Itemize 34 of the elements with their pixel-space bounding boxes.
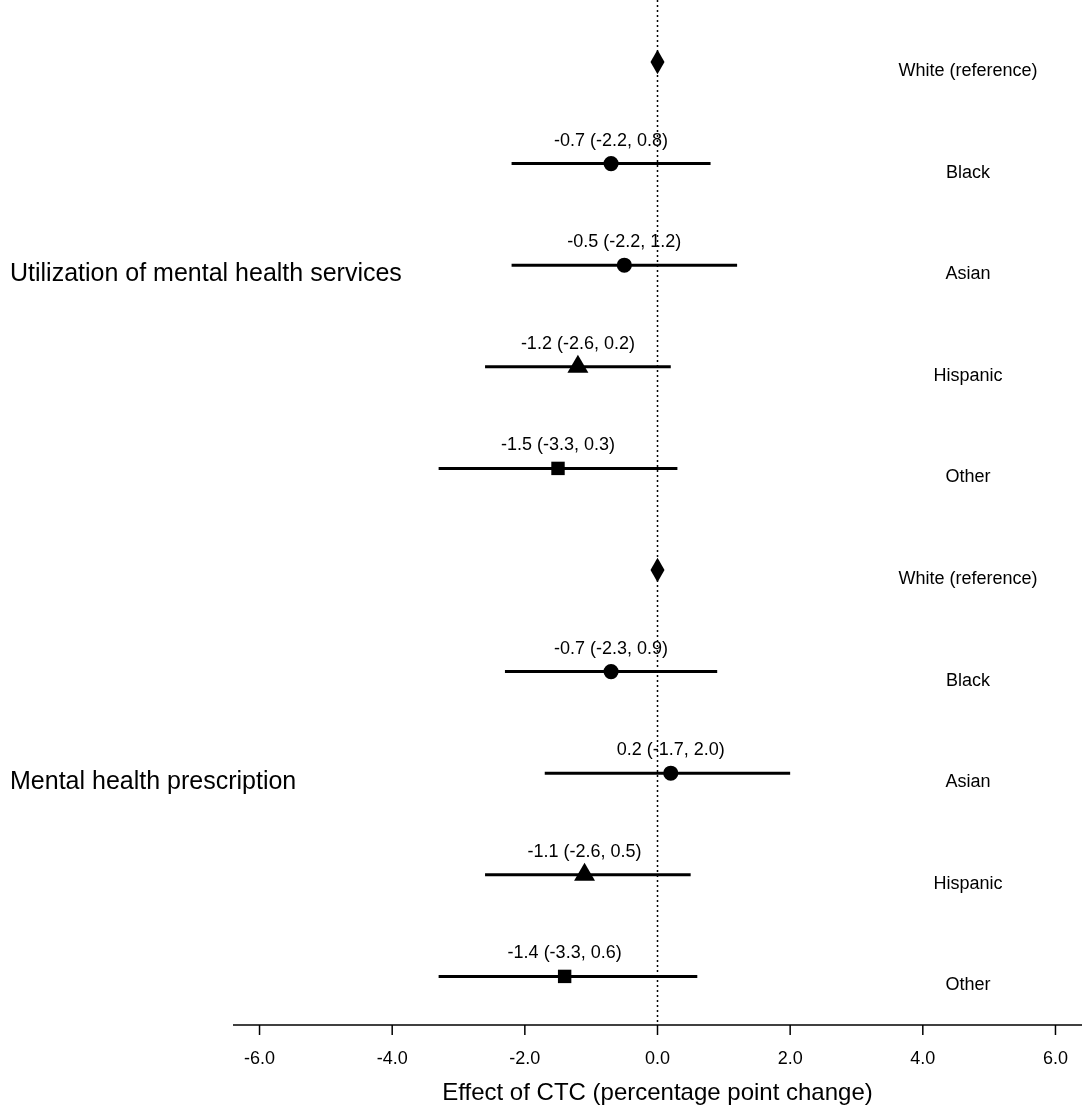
- annotation: Utilization of mental health services: [10, 258, 402, 287]
- y-tick-label: Asian: [945, 263, 991, 284]
- y-tick-label: White (reference): [898, 60, 1038, 80]
- point: [663, 765, 679, 781]
- data-label: -1.1 (-2.6, 0.5): [527, 840, 642, 861]
- x-tick-label: 6.0: [1042, 1048, 1068, 1068]
- y-tick-label: Black: [945, 669, 992, 690]
- point: [551, 461, 565, 476]
- y-tick-label: White (reference): [898, 568, 1038, 588]
- point: [616, 257, 632, 273]
- y-tick-label: Other: [945, 974, 991, 995]
- y-tick-label: Asian: [945, 771, 991, 792]
- data-label: -0.7 (-2.3, 0.9): [554, 637, 669, 658]
- y-tick-label: Other: [945, 466, 991, 487]
- x-tick-label: -6.0: [244, 1048, 276, 1068]
- data-label: -0.7 (-2.2, 0.8): [554, 129, 669, 150]
- x-tick-label: 4.0: [910, 1048, 936, 1068]
- data-label: -1.2 (-2.6, 0.2): [520, 332, 635, 353]
- point: [603, 664, 619, 680]
- y-tick-label: Black: [945, 161, 992, 182]
- point: [603, 156, 619, 172]
- x-axis-title: Effect of CTC (percentage point change): [442, 1078, 873, 1105]
- data-label: -1.4 (-3.3, 0.6): [507, 942, 622, 963]
- data-label: -1.5 (-3.3, 0.3): [500, 434, 616, 455]
- x-tick-label: -4.0: [376, 1048, 408, 1068]
- point: [557, 969, 572, 984]
- y-tick-label: Hispanic: [933, 872, 1003, 893]
- x-tick-label: 2.0: [777, 1048, 803, 1068]
- data-label: -0.5 (-2.2, 1.2): [567, 231, 682, 252]
- x-tick-label: 0.0: [644, 1048, 671, 1068]
- data-label: 0.2 (-1.7, 2.0): [616, 739, 725, 760]
- x-tick-label: -2.0: [509, 1048, 541, 1068]
- y-tick-label: Hispanic: [933, 364, 1003, 385]
- annotation: Mental health prescription: [10, 766, 297, 795]
